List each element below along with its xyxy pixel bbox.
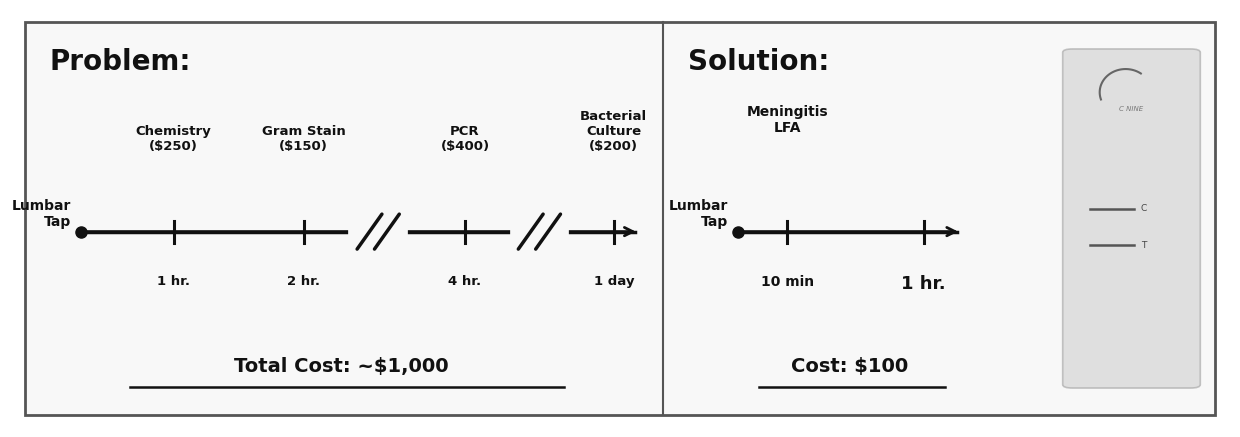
Text: 1 day: 1 day xyxy=(594,275,634,288)
Text: C NINE: C NINE xyxy=(1120,106,1143,112)
FancyBboxPatch shape xyxy=(25,22,1215,415)
Text: Total Cost: ~$1,000: Total Cost: ~$1,000 xyxy=(233,357,449,376)
Text: 1 hr.: 1 hr. xyxy=(157,275,190,288)
Text: 2 hr.: 2 hr. xyxy=(288,275,320,288)
Text: 1 hr.: 1 hr. xyxy=(901,275,946,293)
Text: C: C xyxy=(1141,204,1147,213)
Text: Problem:: Problem: xyxy=(50,48,191,76)
Text: Chemistry
($250): Chemistry ($250) xyxy=(135,125,212,153)
Text: Meningitis
LFA: Meningitis LFA xyxy=(746,105,828,135)
Text: 4 hr.: 4 hr. xyxy=(449,275,481,288)
Text: Gram Stain
($150): Gram Stain ($150) xyxy=(262,125,346,153)
Text: Lumbar
Tap: Lumbar Tap xyxy=(668,199,728,229)
Text: Solution:: Solution: xyxy=(688,48,830,76)
Text: Cost: $100: Cost: $100 xyxy=(791,357,908,376)
Text: PCR
($400): PCR ($400) xyxy=(440,125,490,153)
Text: Lumbar
Tap: Lumbar Tap xyxy=(11,199,71,229)
Text: T: T xyxy=(1141,241,1146,250)
FancyBboxPatch shape xyxy=(1063,49,1200,388)
Text: Bacterial
Culture
($200): Bacterial Culture ($200) xyxy=(580,110,647,153)
Text: 10 min: 10 min xyxy=(761,275,813,289)
